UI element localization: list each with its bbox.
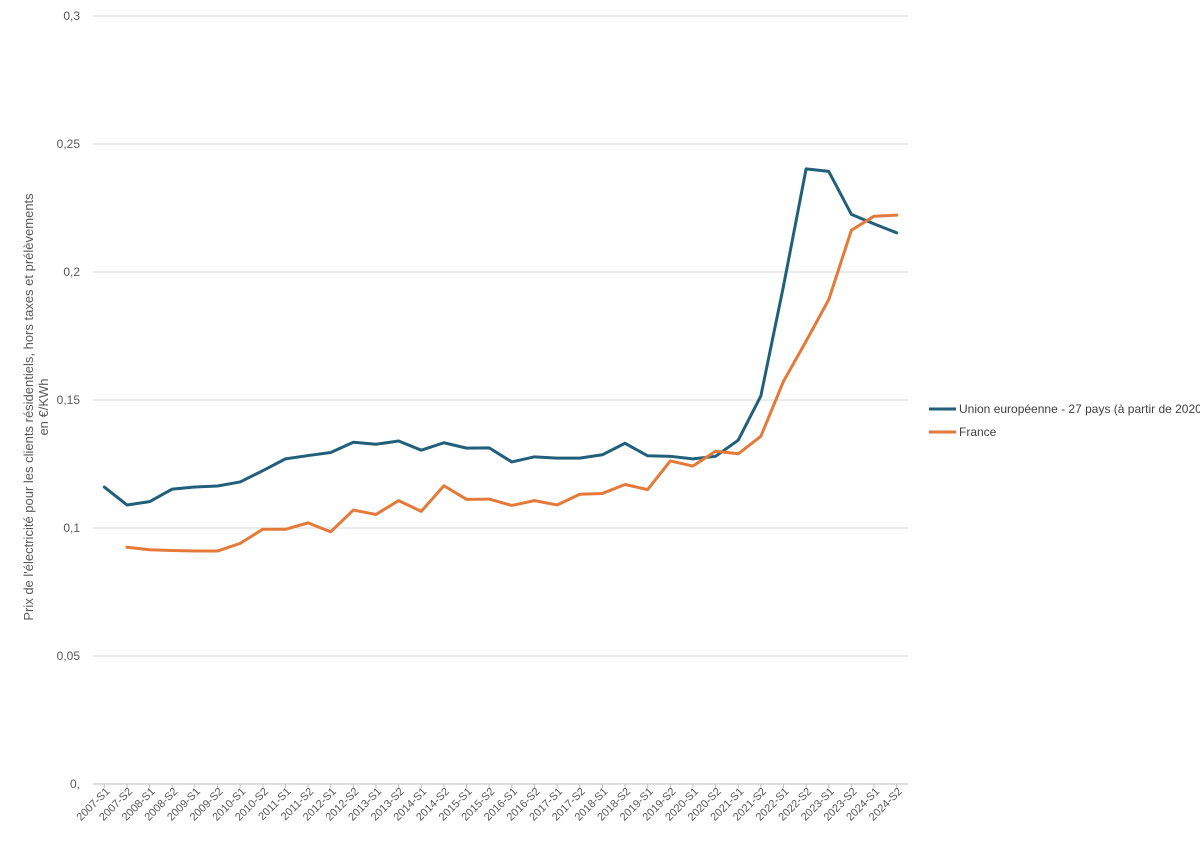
y-tick-label: 0,1 xyxy=(63,521,80,535)
series-line-eu27 xyxy=(102,167,899,507)
y-tick-label: 0,25 xyxy=(57,137,81,151)
y-tick-label: 0,15 xyxy=(57,393,81,407)
legend-label: France xyxy=(959,425,997,439)
series-line-france xyxy=(125,213,899,553)
y-tick-label: 0,05 xyxy=(57,649,81,663)
y-axis-label: Prix de l'électricité pour les clients r… xyxy=(21,193,36,621)
y-tick-label: 0,3 xyxy=(63,9,80,23)
legend-label: Union européenne - 27 pays (à partir de … xyxy=(959,402,1200,416)
y-axis-label: en €/KWh xyxy=(36,378,51,435)
y-tick-label: 0, xyxy=(70,777,80,791)
y-tick-label: 0,2 xyxy=(63,265,80,279)
